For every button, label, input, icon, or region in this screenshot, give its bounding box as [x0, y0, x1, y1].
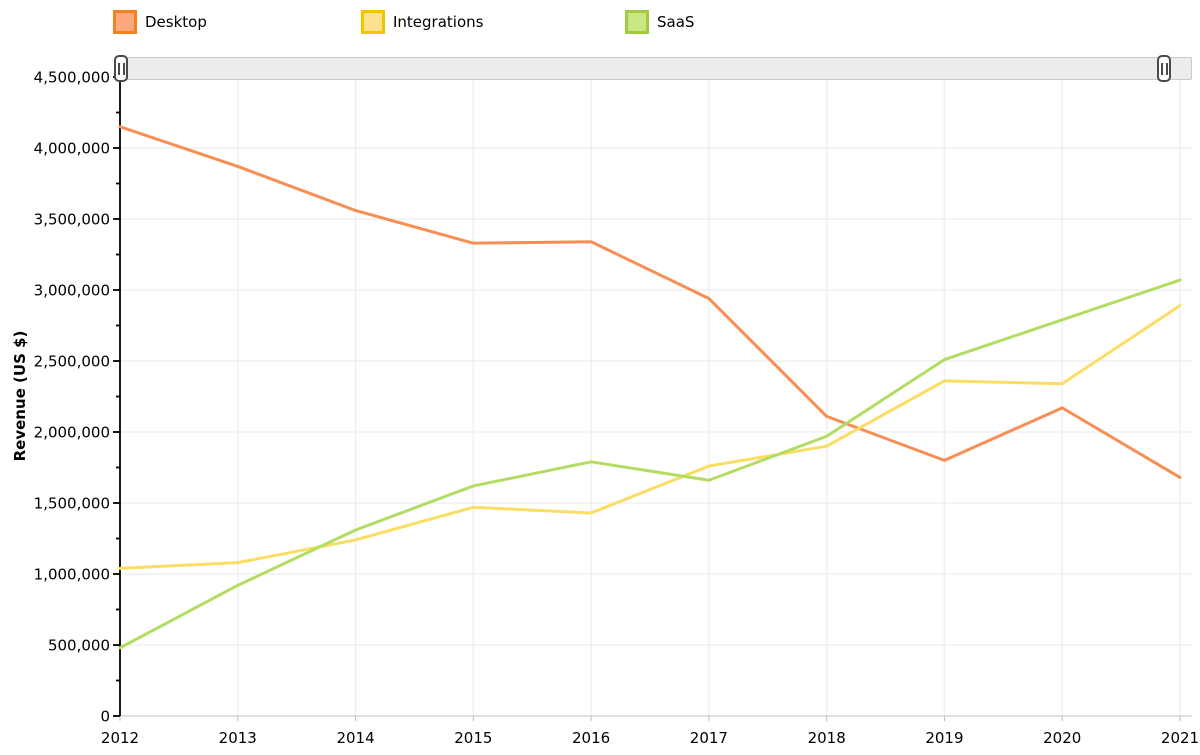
svg-text:2019: 2019: [925, 729, 963, 747]
legend-label-saas: SaaS: [657, 13, 695, 31]
series-line-integrations: [118, 304, 1182, 570]
svg-text:2016: 2016: [572, 729, 610, 747]
legend-item-saas[interactable]: SaaS: [625, 10, 694, 34]
grip-line-icon: [122, 62, 125, 75]
grip-line-icon: [1160, 62, 1163, 75]
svg-text:1,500,000: 1,500,000: [34, 494, 110, 512]
legend-label-desktop: Desktop: [145, 13, 207, 31]
svg-text:2013: 2013: [219, 729, 257, 747]
svg-text:2014: 2014: [336, 729, 374, 747]
svg-text:1,000,000: 1,000,000: [34, 565, 110, 583]
range-handle-right[interactable]: [1157, 55, 1171, 82]
legend-item-desktop[interactable]: Desktop: [113, 10, 207, 34]
svg-text:2,000,000: 2,000,000: [34, 423, 110, 441]
svg-text:2015: 2015: [454, 729, 492, 747]
series-line-desktop: [118, 125, 1182, 479]
y-axis-title: Revenue (US $): [11, 330, 29, 462]
svg-text:3,500,000: 3,500,000: [34, 210, 110, 228]
legend-item-integrations[interactable]: Integrations: [361, 10, 483, 34]
svg-text:2017: 2017: [690, 729, 728, 747]
svg-text:4,000,000: 4,000,000: [34, 139, 110, 157]
desktop-swatch-icon: [113, 10, 137, 34]
svg-text:500,000: 500,000: [48, 636, 110, 654]
svg-text:2020: 2020: [1043, 729, 1081, 747]
svg-text:2018: 2018: [808, 729, 846, 747]
svg-text:3,000,000: 3,000,000: [34, 281, 110, 299]
svg-text:2021: 2021: [1161, 729, 1199, 747]
svg-text:2012: 2012: [101, 729, 139, 747]
grip-line-icon: [117, 62, 120, 75]
integrations-swatch-icon: [361, 10, 385, 34]
legend-label-integrations: Integrations: [393, 13, 484, 31]
series-line-saas: [118, 278, 1182, 650]
range-selector-track[interactable]: [114, 55, 1192, 82]
saas-swatch-icon: [625, 10, 649, 34]
svg-text:4,500,000: 4,500,000: [34, 68, 110, 86]
grip-line-icon: [1165, 62, 1168, 75]
range-handle-left[interactable]: [114, 55, 128, 82]
svg-text:2,500,000: 2,500,000: [34, 352, 110, 370]
svg-text:0: 0: [100, 707, 110, 725]
